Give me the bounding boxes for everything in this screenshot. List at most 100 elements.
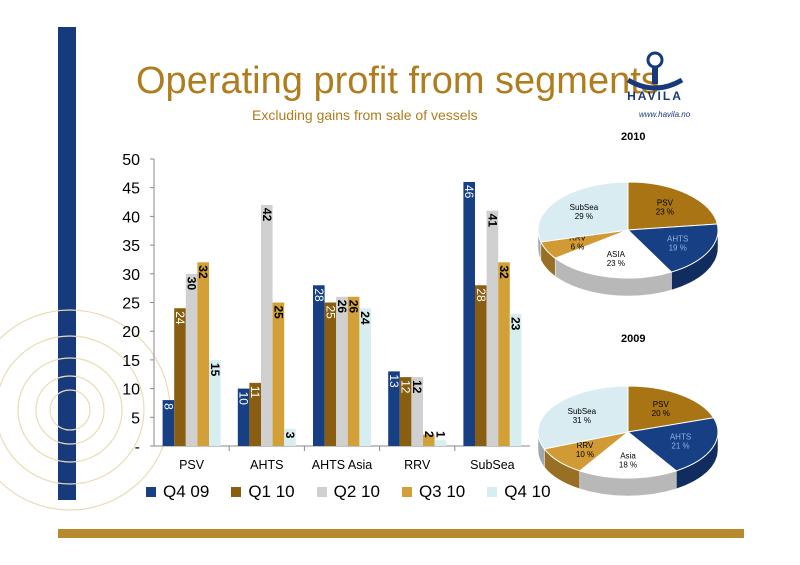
pie-slice-asia [554, 229, 673, 279]
legend-swatch [401, 487, 412, 497]
y-tick-label: 20 [122, 324, 140, 341]
data-label-subsea-q2-10: 41 [485, 214, 499, 228]
data-label-psv-q2-10: 30 [185, 277, 199, 291]
pie-slice-ahts [626, 417, 719, 472]
pie-value-ahts: 21 % [671, 442, 689, 451]
pie-slice-subsea [537, 385, 629, 450]
pie-value-ahts: 19 % [669, 244, 687, 253]
pie-label-subsea: SubSea [568, 407, 597, 416]
bar-psv-q1-10 [174, 308, 186, 446]
y-tick-label: 45 [122, 181, 140, 198]
pie-label-ahts: AHTS [667, 235, 688, 244]
bar-ahts-asia-q4-10 [359, 308, 371, 446]
bar-chart-legend: Q4 09 Q1 10 Q2 10 Q3 10 Q4 10 [146, 482, 551, 502]
bar-ahts-q3-10 [272, 302, 285, 446]
slide-title: Operating profit from segments [136, 60, 660, 102]
legend-item-q4-09: Q4 09 [146, 482, 209, 502]
x-tick-label-psv: PSV [179, 458, 205, 472]
pie-label-psv: PSV [657, 199, 674, 208]
y-tick-label: 50 [122, 152, 140, 169]
data-label-psv-q1-10: 24 [173, 311, 187, 325]
data-label-ahts-q3-10: 25 [271, 306, 285, 320]
bar-rrv-q4-09 [388, 371, 400, 446]
bar-ahts-asia-q1-10 [324, 302, 337, 446]
pie-label-asia: Asia [620, 452, 636, 461]
pie-2010-title: 2010 [621, 131, 646, 143]
bar-psv-q3-10 [197, 262, 209, 446]
data-label-ahts-asia-q1-10: 25 [323, 306, 337, 320]
data-label-rrv-q2-10: 12 [410, 380, 424, 394]
bar-ahts-asia-q4-09 [313, 285, 325, 446]
y-tick-label: 10 [122, 382, 140, 399]
pie-slice-asia [578, 431, 678, 479]
bar-ahts-asia-q2-10 [336, 296, 348, 446]
pie-label-ahts: AHTS [670, 433, 691, 442]
x-tick-label-rrv: RRV [404, 458, 431, 472]
pie-slice-subsea [537, 181, 629, 243]
bar-psv-q4-09 [162, 400, 175, 446]
pie-value-asia: 18 % [619, 461, 637, 470]
pie-label-asia: ASIA [607, 250, 626, 259]
bar-ahts-q1-10 [249, 382, 261, 446]
legend-swatch [146, 487, 156, 497]
pie-value-rrv: 6 % [571, 243, 585, 252]
legend-swatch [487, 487, 498, 497]
pie-label-rrv: RRV [577, 441, 594, 450]
pie-value-psv: 23 % [656, 208, 674, 217]
data-label-psv-q4-09: 8 [161, 403, 175, 410]
havila-logo: HAVILA [626, 51, 684, 103]
pie-2009-title: 2009 [621, 333, 646, 345]
data-label-subsea-q3-10: 32 [497, 265, 511, 279]
y-tick-label: 25 [122, 296, 140, 313]
legend-item-q2-10: Q2 10 [316, 482, 380, 502]
pie-slice-psv [627, 385, 715, 433]
data-label-subsea-q4-09: 46 [462, 185, 476, 199]
bar-subsea-q3-10 [498, 262, 510, 446]
bar-ahts-asia-q3-10 [347, 296, 360, 446]
data-label-psv-q4-10: 15 [208, 363, 222, 377]
bar-rrv-q4-10 [434, 440, 447, 446]
legend-label: Q1 10 [248, 482, 295, 501]
x-tick-label-ahts: AHTS [250, 458, 283, 472]
legend-label: Q4 09 [163, 482, 210, 501]
data-label-psv-q3-10: 32 [196, 265, 210, 279]
data-label-ahts-asia-q4-10: 24 [358, 311, 372, 325]
y-tick-label: 35 [122, 238, 140, 255]
data-label-ahts-q4-10: 3 [283, 432, 297, 439]
legend-item-q4-10: Q4 10 [487, 482, 551, 502]
pie-slice-psv [627, 181, 718, 231]
data-label-ahts-asia-q2-10: 26 [335, 300, 349, 314]
bar-rrv-q3-10 [423, 434, 435, 446]
bar-subsea-q4-10 [509, 313, 522, 446]
x-tick-label-ahts-asia: AHTS Asia [312, 458, 372, 472]
data-label-ahts-q1-10: 11 [248, 386, 262, 399]
bar-subsea-q4-09 [463, 181, 475, 446]
bar-rrv-q1-10 [399, 377, 412, 446]
bar-ahts-q4-10 [284, 428, 296, 446]
legend-swatch [231, 487, 242, 497]
bar-subsea-q2-10 [486, 210, 499, 446]
pie-value-asia: 23 % [607, 259, 625, 268]
data-label-rrv-q1-10: 12 [399, 380, 413, 394]
pie-value-subsea: 31 % [573, 416, 591, 425]
legend-item-q1-10: Q1 10 [231, 482, 295, 502]
pie-label-subsea: SubSea [570, 203, 599, 212]
slide-subtitle: Excluding gains from sale of vessels [252, 107, 478, 123]
pie-slice-ahts [626, 223, 719, 273]
logo-website: www.havila.no [639, 110, 691, 119]
y-tick-label: 30 [122, 267, 140, 284]
anchor-icon [626, 51, 684, 91]
data-label-rrv-q4-09: 13 [387, 374, 401, 388]
bottom-accent-bar [58, 529, 744, 538]
pie-value-rrv: 10 % [576, 450, 594, 459]
pie-label-psv: PSV [653, 400, 670, 409]
legend-label: Q2 10 [333, 482, 380, 501]
y-tick-label: 15 [122, 353, 140, 370]
data-label-subsea-q4-10: 23 [509, 317, 523, 331]
data-label-rrv-q4-10: 1 [433, 431, 447, 438]
bar-ahts-q4-09 [237, 388, 250, 446]
